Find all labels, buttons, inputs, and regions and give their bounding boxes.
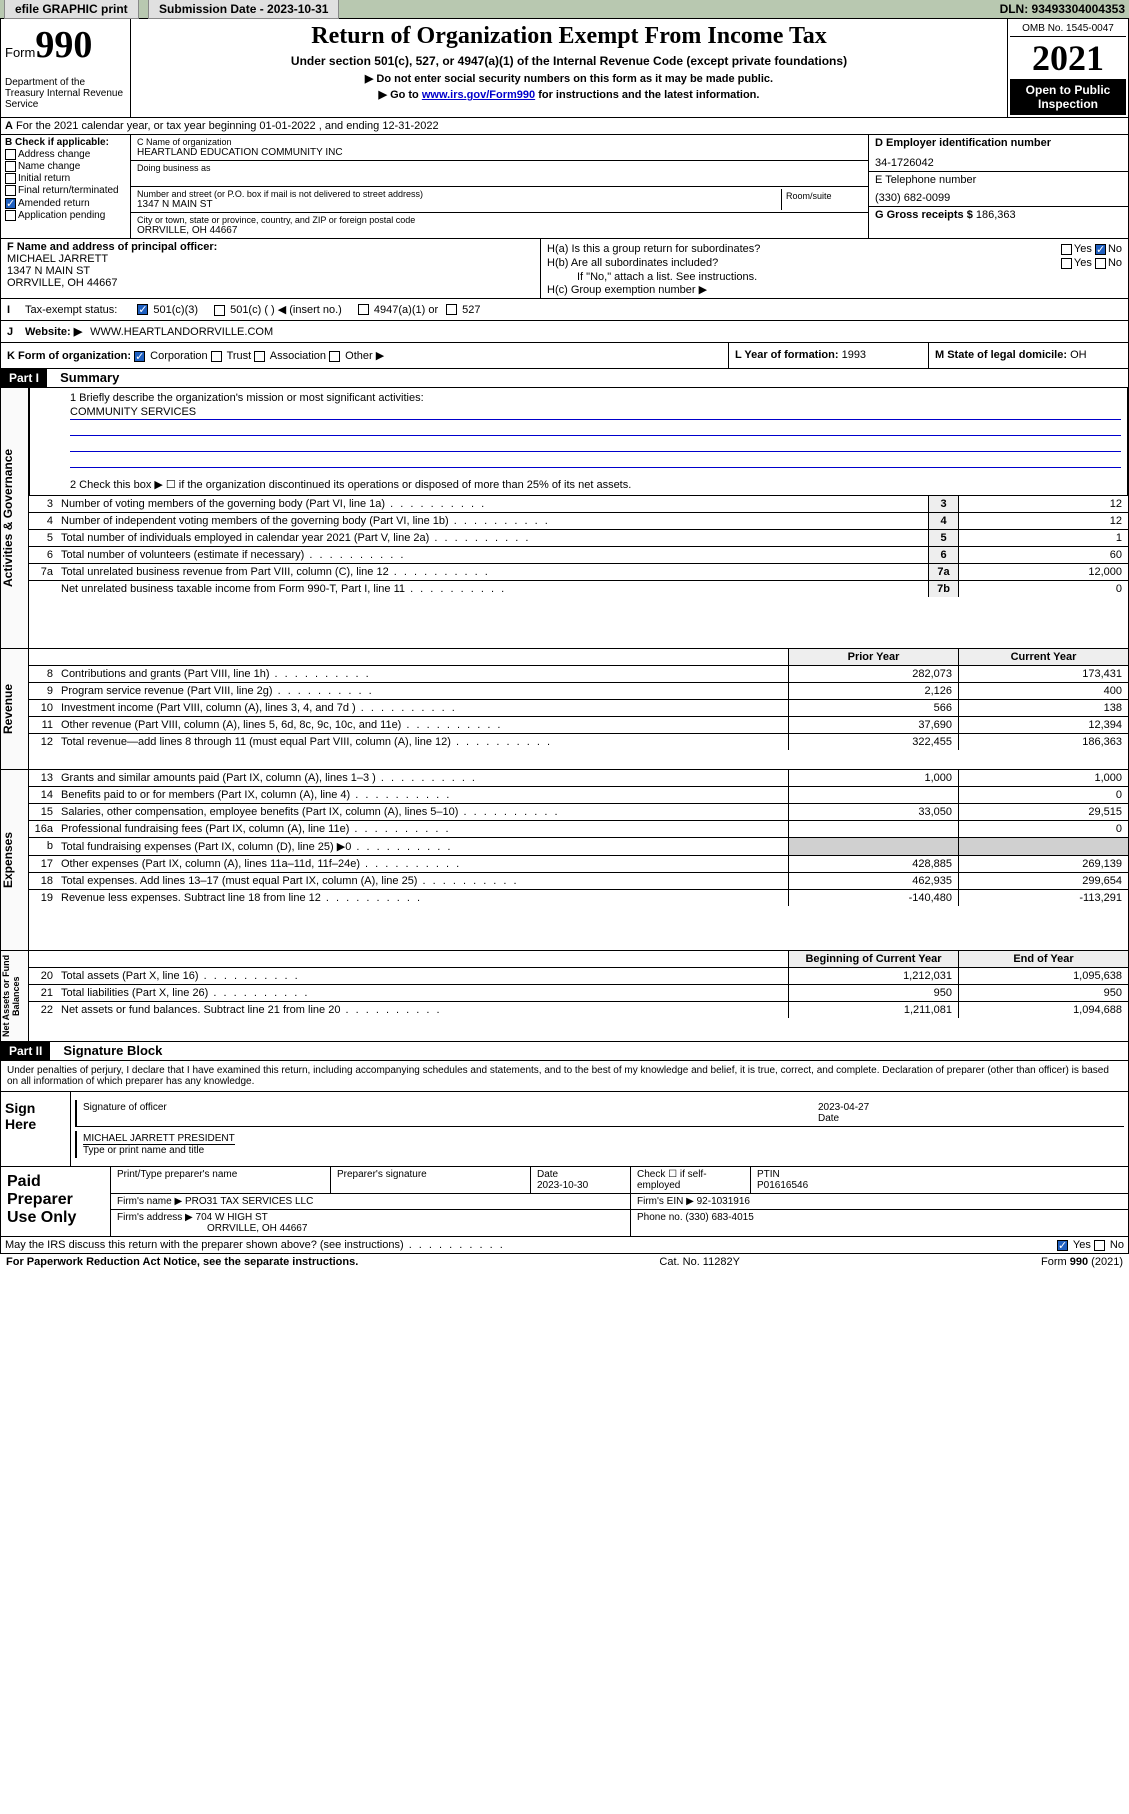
form-note2: ▶ Go to www.irs.gov/Form990 for instruct… <box>135 88 1003 101</box>
irs-link[interactable]: www.irs.gov/Form990 <box>422 89 535 101</box>
table-row: 16aProfessional fundraising fees (Part I… <box>29 821 1128 838</box>
table-row: 10Investment income (Part VIII, column (… <box>29 700 1128 717</box>
mission-text: COMMUNITY SERVICES <box>70 406 1121 420</box>
table-row: 13Grants and similar amounts paid (Part … <box>29 770 1128 787</box>
part1-header: Part I <box>1 369 47 387</box>
open-public-badge: Open to Public Inspection <box>1010 79 1126 115</box>
form-subtitle: Under section 501(c), 527, or 4947(a)(1)… <box>135 54 1003 68</box>
end-year-header: End of Year <box>958 951 1128 967</box>
org-name-cell: C Name of organization HEARTLAND EDUCATI… <box>131 135 868 161</box>
part1-title: Summary <box>60 370 119 385</box>
beg-year-header: Beginning of Current Year <box>788 951 958 967</box>
sig-name: MICHAEL JARRETT PRESIDENT <box>83 1133 235 1144</box>
address-cell: Number and street (or P.O. box if mail i… <box>131 187 868 213</box>
sign-here-label: Sign Here <box>1 1092 71 1166</box>
section-h: H(a) Is this a group return for subordin… <box>541 239 1128 298</box>
may-yes-checkbox[interactable] <box>1057 1240 1068 1251</box>
current-year-header: Current Year <box>958 649 1128 665</box>
check2-text: 2 Check this box ▶ ☐ if the organization… <box>70 478 1121 491</box>
form-number: Form990 <box>5 23 126 67</box>
sig-officer-label: Signature of officer <box>83 1102 167 1124</box>
section-m: M State of legal domicile: OH <box>928 343 1128 368</box>
table-row: 3Number of voting members of the governi… <box>29 496 1128 513</box>
table-row: 18Total expenses. Add lines 13–17 (must … <box>29 873 1128 890</box>
efile-button[interactable]: efile GRAPHIC print <box>4 0 139 19</box>
net-side-label: Net Assets or Fund Balances <box>1 951 21 1041</box>
table-row: bTotal fundraising expenses (Part IX, co… <box>29 838 1128 856</box>
table-row: 22Net assets or fund balances. Subtract … <box>29 1002 1128 1018</box>
gross-cell: G Gross receipts $ 186,363 <box>869 207 1128 223</box>
section-k: K Form of organization: Corporation Trus… <box>1 343 728 368</box>
table-row: Net unrelated business taxable income fr… <box>29 581 1128 597</box>
page-footer: For Paperwork Reduction Act Notice, see … <box>0 1254 1129 1270</box>
table-row: 12Total revenue—add lines 8 through 11 (… <box>29 734 1128 750</box>
section-i: I Tax-exempt status: 501(c)(3) 501(c) ( … <box>0 299 1129 321</box>
phone-cell: E Telephone number (330) 682-0099 <box>869 172 1128 207</box>
rev-side-label: Revenue <box>1 649 15 769</box>
section-b: B Check if applicable: Address change Na… <box>1 135 131 238</box>
table-row: 8Contributions and grants (Part VIII, li… <box>29 666 1128 683</box>
501c3-checkbox[interactable] <box>137 304 148 315</box>
table-row: 15Salaries, other compensation, employee… <box>29 804 1128 821</box>
prior-year-header: Prior Year <box>788 649 958 665</box>
exp-side-label: Expenses <box>1 770 15 950</box>
table-row: 20Total assets (Part X, line 16)1,212,03… <box>29 968 1128 985</box>
table-row: 19Revenue less expenses. Subtract line 1… <box>29 890 1128 906</box>
paid-preparer-label: Paid Preparer Use Only <box>1 1167 111 1236</box>
table-row: 9Program service revenue (Part VIII, lin… <box>29 683 1128 700</box>
gov-side-label: Activities & Governance <box>1 388 15 648</box>
table-row: 5Total number of individuals employed in… <box>29 530 1128 547</box>
form-note1: ▶ Do not enter social security numbers o… <box>135 72 1003 85</box>
dln-label: DLN: 93493304004353 <box>1000 2 1125 16</box>
table-row: 4Number of independent voting members of… <box>29 513 1128 530</box>
table-row: 6Total number of volunteers (estimate if… <box>29 547 1128 564</box>
dba-cell: Doing business as <box>131 161 868 187</box>
section-j: J Website: ▶ WWW.HEARTLANDORRVILLE.COM <box>0 321 1129 343</box>
submission-date-button[interactable]: Submission Date - 2023-10-31 <box>148 0 339 19</box>
top-bar: efile GRAPHIC print Submission Date - 20… <box>0 0 1129 18</box>
section-f: F Name and address of principal officer:… <box>1 239 541 298</box>
section-l: L Year of formation: 1993 <box>728 343 928 368</box>
table-row: 7aTotal unrelated business revenue from … <box>29 564 1128 581</box>
form-header: Form990 Department of the Treasury Inter… <box>0 18 1129 118</box>
amended-checkbox[interactable] <box>5 198 16 209</box>
department-label: Department of the Treasury Internal Reve… <box>5 77 126 110</box>
ein-cell: D Employer identification number 34-1726… <box>869 135 1128 172</box>
part2-header: Part II <box>1 1042 50 1060</box>
table-row: 17Other expenses (Part IX, column (A), l… <box>29 856 1128 873</box>
mission-label: 1 Briefly describe the organization's mi… <box>70 392 1121 404</box>
corp-checkbox[interactable] <box>134 351 145 362</box>
may-discuss-row: May the IRS discuss this return with the… <box>0 1237 1129 1254</box>
section-a: A For the 2021 calendar year, or tax yea… <box>0 118 1129 135</box>
city-cell: City or town, state or province, country… <box>131 213 868 238</box>
table-row: 11Other revenue (Part VIII, column (A), … <box>29 717 1128 734</box>
ha-no-checkbox[interactable] <box>1095 244 1106 255</box>
table-row: 14Benefits paid to or for members (Part … <box>29 787 1128 804</box>
form-title: Return of Organization Exempt From Incom… <box>135 23 1003 50</box>
omb-number: OMB No. 1545-0047 <box>1010 21 1126 37</box>
declaration-text: Under penalties of perjury, I declare th… <box>1 1061 1128 1091</box>
table-row: 21Total liabilities (Part X, line 26)950… <box>29 985 1128 1002</box>
tax-year: 2021 <box>1010 37 1126 79</box>
part2-title: Signature Block <box>63 1043 162 1058</box>
